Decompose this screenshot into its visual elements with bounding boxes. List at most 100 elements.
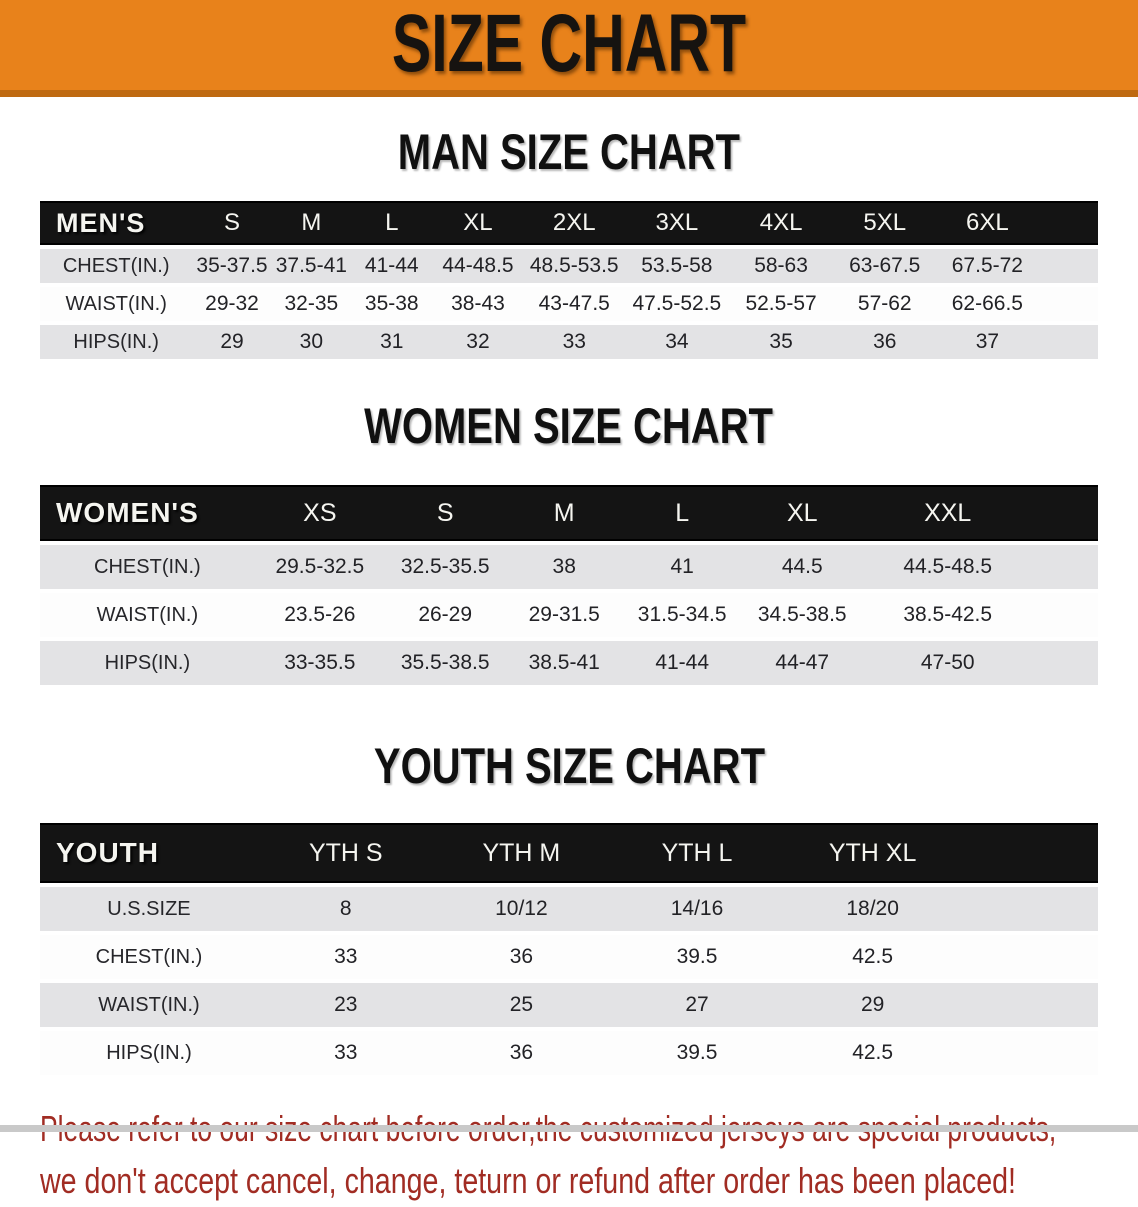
size-value-cell: 57-62: [833, 287, 937, 321]
size-value-cell: 47.5-52.5: [625, 287, 729, 321]
size-value-cell: 34: [625, 325, 729, 359]
size-value-cell: 29-31.5: [505, 593, 623, 637]
disclaimer: Please refer to our size chart before or…: [0, 1103, 1138, 1207]
size-value-cell: 37.5-41: [271, 249, 352, 283]
size-value-cell: 31: [351, 325, 433, 359]
men-section-title: MAN SIZE CHART: [397, 124, 741, 180]
size-value-cell: 29-32: [192, 287, 272, 321]
column-header: M: [271, 201, 352, 245]
size-value-cell: 25: [433, 983, 610, 1027]
column-header: XL: [741, 485, 864, 541]
size-value-cell-filler: [1032, 641, 1098, 685]
size-value-cell: 35-37.5: [192, 249, 272, 283]
size-value-cell: 44.5: [741, 545, 864, 589]
women-section-title-wrap: WOMEN SIZE CHART: [0, 397, 1138, 455]
banner: SIZE CHART: [0, 0, 1138, 97]
table-row: HIPS(IN.) 33-35.5 35.5-38.5 38.5-41 41-44 44-…: [40, 641, 1098, 685]
column-header: 2XL: [523, 201, 626, 245]
size-value-cell: 44-47: [741, 641, 864, 685]
size-value-cell: 38-43: [432, 287, 524, 321]
size-value-cell: 35: [728, 325, 834, 359]
size-value-cell: 38: [505, 545, 623, 589]
row-label: CHEST(IN.): [40, 249, 193, 283]
table-header-row: MEN'S S M L XL 2XL 3XL 4XL 5XL 6XL: [40, 201, 1098, 245]
table-row: WAIST(IN.) 23.5-26 26-29 29-31.5 31.5-34.5 34…: [40, 593, 1098, 637]
table-row: CHEST(IN.) 35-37.5 37.5-41 41-44 44-48.5 48.5…: [40, 249, 1098, 283]
size-value-cell: 30: [271, 325, 352, 359]
table-row: WAIST(IN.) 29-32 32-35 35-38 38-43 43-47.5 47.…: [40, 287, 1098, 321]
size-value-cell: 44-48.5: [432, 249, 524, 283]
men-size-table-wrap: MEN'S S M L XL 2XL 3XL 4XL 5XL 6XL CHEST(IN.) 35-37…: [0, 197, 1138, 363]
size-value-cell: 39.5: [609, 1031, 785, 1075]
column-header: L: [351, 201, 433, 245]
row-label: CHEST(IN.): [40, 545, 255, 589]
table-corner-label: YOUTH: [40, 823, 258, 883]
size-value-cell: 33-35.5: [254, 641, 385, 685]
size-value-cell: 36: [833, 325, 937, 359]
size-value-cell: 33: [257, 935, 434, 979]
size-value-cell: 18/20: [784, 887, 961, 931]
table-row: CHEST(IN.) 29.5-32.5 32.5-35.5 38 41 44.5 44.5…: [40, 545, 1098, 589]
size-value-cell: 34.5-38.5: [741, 593, 864, 637]
disclaimer-line-2: we don't accept cancel, change, teturn o…: [40, 1160, 1016, 1201]
row-label: WAIST(IN.): [40, 983, 258, 1027]
size-value-cell: 39.5: [609, 935, 785, 979]
youth-size-table-wrap: YOUTH YTH S YTH M YTH L YTH XL U.S.SIZE 8 10/12…: [0, 819, 1138, 1079]
column-header-filler: [960, 823, 1098, 883]
size-value-cell: 58-63: [728, 249, 834, 283]
size-value-cell-filler: [1032, 593, 1098, 637]
row-label: HIPS(IN.): [40, 641, 255, 685]
column-header: XXL: [863, 485, 1033, 541]
table-row: HIPS(IN.) 33 36 39.5 42.5: [40, 1031, 1098, 1075]
size-value-cell: 62-66.5: [936, 287, 1039, 321]
size-charts: MAN SIZE CHART MEN'S S M L XL 2XL 3XL 4XL 5XL 6XL…: [0, 123, 1138, 1079]
size-value-cell: 37: [936, 325, 1039, 359]
column-header-filler: [1032, 485, 1098, 541]
size-value-cell: 44.5-48.5: [863, 545, 1033, 589]
row-label: WAIST(IN.): [40, 287, 193, 321]
table-header-row: WOMEN'S XS S M L XL XXL: [40, 485, 1098, 541]
size-value-cell: 26-29: [384, 593, 506, 637]
column-header: S: [192, 201, 272, 245]
size-value-cell: 42.5: [784, 935, 961, 979]
size-value-cell: 31.5-34.5: [622, 593, 742, 637]
size-value-cell: 42.5: [784, 1031, 961, 1075]
column-header: YTH XL: [784, 823, 961, 883]
size-value-cell: 33: [523, 325, 626, 359]
row-label: WAIST(IN.): [40, 593, 255, 637]
size-value-cell-filler: [1038, 325, 1098, 359]
size-value-cell: 23: [257, 983, 434, 1027]
size-value-cell: 29: [784, 983, 961, 1027]
women-section-title: WOMEN SIZE CHART: [364, 398, 774, 454]
women-size-table-wrap: WOMEN'S XS S M L XL XXL CHEST(IN.) 29.5-32.5 32.5…: [0, 481, 1138, 689]
size-value-cell: 43-47.5: [523, 287, 626, 321]
size-value-cell: 41-44: [351, 249, 433, 283]
women-size-table: WOMEN'S XS S M L XL XXL CHEST(IN.) 29.5-32.5 32.5…: [40, 481, 1098, 689]
column-header-filler: [1038, 201, 1098, 245]
men-section-title-wrap: MAN SIZE CHART: [0, 123, 1138, 181]
size-value-cell: 35.5-38.5: [384, 641, 506, 685]
size-value-cell: 38.5-42.5: [863, 593, 1033, 637]
size-value-cell: 29.5-32.5: [254, 545, 385, 589]
size-value-cell: 23.5-26: [254, 593, 385, 637]
size-value-cell: 48.5-53.5: [523, 249, 626, 283]
size-value-cell: 47-50: [863, 641, 1033, 685]
men-size-table: MEN'S S M L XL 2XL 3XL 4XL 5XL 6XL CHEST(IN.) 35-37…: [40, 197, 1098, 363]
size-value-cell-filler: [960, 983, 1098, 1027]
size-value-cell: 38.5-41: [505, 641, 623, 685]
column-header: YTH M: [433, 823, 610, 883]
size-value-cell-filler: [960, 887, 1098, 931]
size-value-cell-filler: [960, 935, 1098, 979]
table-row: CHEST(IN.) 33 36 39.5 42.5: [40, 935, 1098, 979]
table-row: U.S.SIZE 8 10/12 14/16 18/20: [40, 887, 1098, 931]
row-label: CHEST(IN.): [40, 935, 258, 979]
size-value-cell: 36: [433, 935, 610, 979]
size-value-cell: 27: [609, 983, 785, 1027]
size-value-cell: 52.5-57: [728, 287, 834, 321]
table-corner-label: WOMEN'S: [40, 485, 255, 541]
row-label: U.S.SIZE: [40, 887, 258, 931]
size-value-cell-filler: [1038, 249, 1098, 283]
table-corner-label: MEN'S: [40, 201, 193, 245]
size-value-cell: 35-38: [351, 287, 433, 321]
size-value-cell: 41-44: [622, 641, 742, 685]
